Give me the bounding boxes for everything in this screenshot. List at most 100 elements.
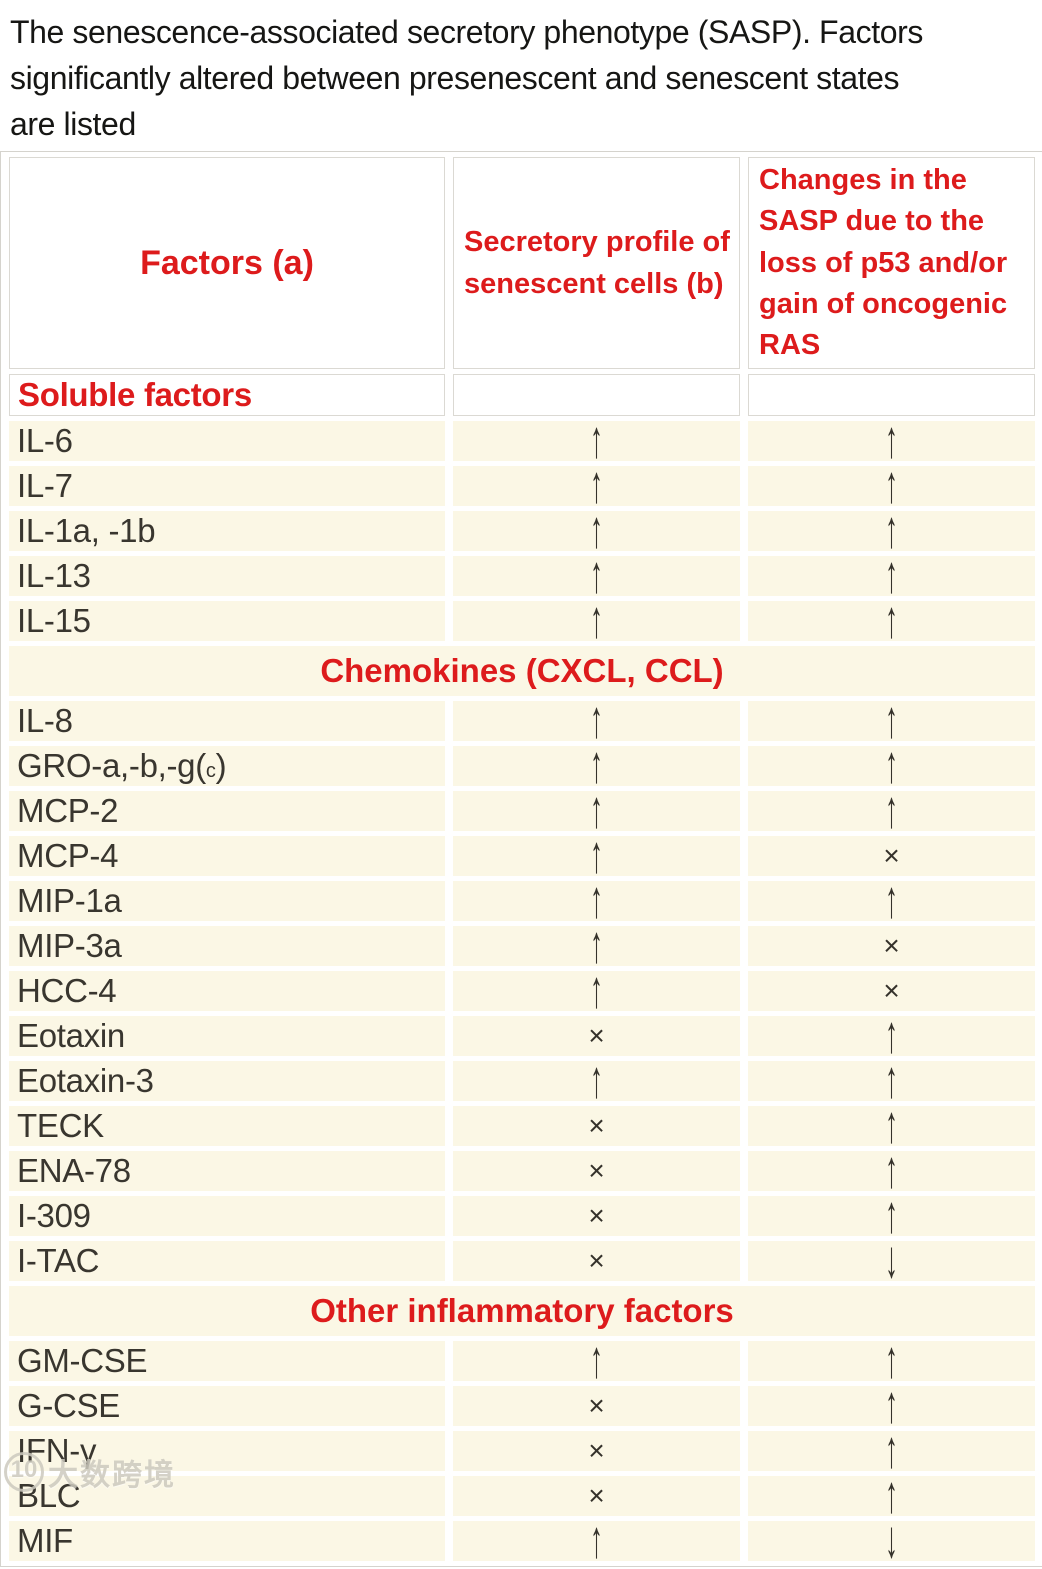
factor-row: MCP-2 ↑ ↑ bbox=[9, 784, 1035, 836]
factor-label: MIP-1a bbox=[9, 881, 445, 922]
factor-row: Eotaxin × ↑ bbox=[9, 1009, 1035, 1061]
factor-label: MCP-2 bbox=[9, 791, 445, 832]
secretory-profile-cell: × bbox=[453, 1196, 740, 1237]
sasp-change-cell: ↑ bbox=[748, 414, 1035, 466]
change-symbol: ↑ bbox=[590, 1331, 603, 1390]
change-symbol: ↑ bbox=[590, 411, 603, 470]
factor-row: IL-6 ↑ ↑ bbox=[9, 414, 1035, 466]
sasp-change-cell: ↑ bbox=[748, 1144, 1035, 1196]
change-symbol: ↑ bbox=[885, 1421, 898, 1480]
secretory-profile-cell: × bbox=[453, 1151, 740, 1192]
factor-row: IFN-γ × ↑ bbox=[9, 1424, 1035, 1476]
sasp-change-cell: ↑ bbox=[748, 1009, 1035, 1061]
change-symbol: ↑ bbox=[590, 916, 603, 975]
change-symbol: ↑ bbox=[885, 871, 898, 930]
factor-row: I-309 × ↑ bbox=[9, 1189, 1035, 1241]
change-symbol: × bbox=[883, 975, 900, 1007]
factor-label: GRO-a,-b,-g(c) bbox=[9, 746, 445, 787]
section-row-soluble-factors: Soluble factors bbox=[9, 374, 1035, 417]
factor-row: HCC-4 ↑ × bbox=[9, 964, 1035, 1016]
factor-row: IL-13 ↑ ↑ bbox=[9, 549, 1035, 601]
factor-label: IL-6 bbox=[9, 421, 445, 462]
change-symbol: ↑ bbox=[590, 1051, 603, 1110]
empty-cell bbox=[748, 374, 1035, 417]
table-caption: The senescence-associated secretory phen… bbox=[10, 14, 923, 143]
page: { "title": "The senescence-associated se… bbox=[0, 14, 1042, 1568]
column-header-sasp-changes: Changes in the SASP due to the loss of p… bbox=[748, 157, 1035, 370]
change-symbol: ↑ bbox=[885, 1006, 898, 1065]
section-label: Soluble factors bbox=[9, 374, 445, 417]
header-row: Factors (a) Secretory profile of senesce… bbox=[9, 157, 1035, 370]
factor-row: GM-CSE ↑ ↑ bbox=[9, 1334, 1035, 1386]
change-symbol: ↑ bbox=[885, 1051, 898, 1110]
factor-label: IL-13 bbox=[9, 556, 445, 597]
sasp-change-cell: ↑ bbox=[748, 874, 1035, 926]
factor-row: MIF ↑ ↓ bbox=[9, 1514, 1035, 1566]
change-symbol: ↑ bbox=[885, 781, 898, 840]
factor-label: TECK bbox=[9, 1106, 445, 1147]
secretory-profile-cell: ↑ bbox=[453, 964, 740, 1016]
change-symbol: × bbox=[588, 1155, 605, 1187]
secretory-profile-cell: ↑ bbox=[453, 784, 740, 836]
factor-row: G-CSE × ↑ bbox=[9, 1379, 1035, 1431]
sasp-change-cell: ↑ bbox=[748, 784, 1035, 836]
factor-label: MIF bbox=[9, 1521, 445, 1562]
change-symbol: ↑ bbox=[590, 501, 603, 560]
change-symbol: ↑ bbox=[590, 456, 603, 515]
sasp-change-cell: ↑ bbox=[748, 694, 1035, 746]
change-symbol: × bbox=[588, 1110, 605, 1142]
secretory-profile-cell: ↑ bbox=[453, 594, 740, 646]
change-symbol: ↓ bbox=[885, 1511, 898, 1569]
change-symbol: × bbox=[588, 1390, 605, 1422]
change-symbol: ↑ bbox=[885, 1376, 898, 1435]
factor-row: MIP-1a ↑ ↑ bbox=[9, 874, 1035, 926]
change-symbol: ↑ bbox=[590, 736, 603, 795]
change-symbol: ↑ bbox=[590, 691, 603, 750]
change-symbol: ↑ bbox=[885, 1331, 898, 1390]
change-symbol: × bbox=[588, 1245, 605, 1277]
secretory-profile-cell: ↑ bbox=[453, 874, 740, 926]
factor-row: GRO-a,-b,-g(c) ↑ ↑ bbox=[9, 739, 1035, 791]
sasp-change-cell: ↓ bbox=[748, 1514, 1035, 1566]
factor-label: BLC bbox=[9, 1476, 445, 1517]
sasp-change-cell: ↓ bbox=[748, 1234, 1035, 1286]
change-symbol: ↑ bbox=[885, 1186, 898, 1245]
factor-label: ENA-78 bbox=[9, 1151, 445, 1192]
change-symbol: ↓ bbox=[885, 1231, 898, 1290]
factor-label: MIP-3a bbox=[9, 926, 445, 967]
section-row-other-inflammatory: Other inflammatory factors bbox=[9, 1286, 1035, 1337]
secretory-profile-cell: × bbox=[453, 1106, 740, 1147]
factor-label: G-CSE bbox=[9, 1386, 445, 1427]
sasp-change-cell: ↑ bbox=[748, 1379, 1035, 1431]
change-symbol: ↑ bbox=[590, 781, 603, 840]
sasp-change-cell: ↑ bbox=[748, 1099, 1035, 1151]
secretory-profile-cell: ↑ bbox=[453, 414, 740, 466]
factor-label: I-TAC bbox=[9, 1241, 445, 1282]
sasp-change-cell: ↑ bbox=[748, 739, 1035, 791]
sasp-table: Factors (a) Secretory profile of senesce… bbox=[0, 151, 1042, 1568]
secretory-profile-cell: ↑ bbox=[453, 1054, 740, 1106]
sasp-change-cell: ↑ bbox=[748, 549, 1035, 601]
change-symbol: ↑ bbox=[885, 456, 898, 515]
column-header-factors: Factors (a) bbox=[9, 157, 445, 370]
change-symbol: ↑ bbox=[885, 691, 898, 750]
sasp-change-cell: × bbox=[748, 971, 1035, 1012]
factor-row: IL-1a, -1b ↑ ↑ bbox=[9, 504, 1035, 556]
factor-label: IL-7 bbox=[9, 466, 445, 507]
secretory-profile-cell: ↑ bbox=[453, 919, 740, 971]
change-symbol: ↑ bbox=[885, 591, 898, 650]
sasp-change-cell: ↑ bbox=[748, 1334, 1035, 1386]
sasp-change-cell: ↑ bbox=[748, 459, 1035, 511]
change-symbol: ↑ bbox=[590, 961, 603, 1020]
factor-label: IL-1a, -1b bbox=[9, 511, 445, 552]
change-symbol: ↑ bbox=[885, 546, 898, 605]
factor-label: I-309 bbox=[9, 1196, 445, 1237]
change-symbol: × bbox=[588, 1435, 605, 1467]
secretory-profile-cell: × bbox=[453, 1386, 740, 1427]
secretory-profile-cell: ↑ bbox=[453, 694, 740, 746]
change-symbol: ↑ bbox=[590, 826, 603, 885]
secretory-profile-cell: ↑ bbox=[453, 1514, 740, 1566]
change-symbol: ↑ bbox=[885, 736, 898, 795]
factor-row: IL-7 ↑ ↑ bbox=[9, 459, 1035, 511]
factor-row: TECK × ↑ bbox=[9, 1099, 1035, 1151]
